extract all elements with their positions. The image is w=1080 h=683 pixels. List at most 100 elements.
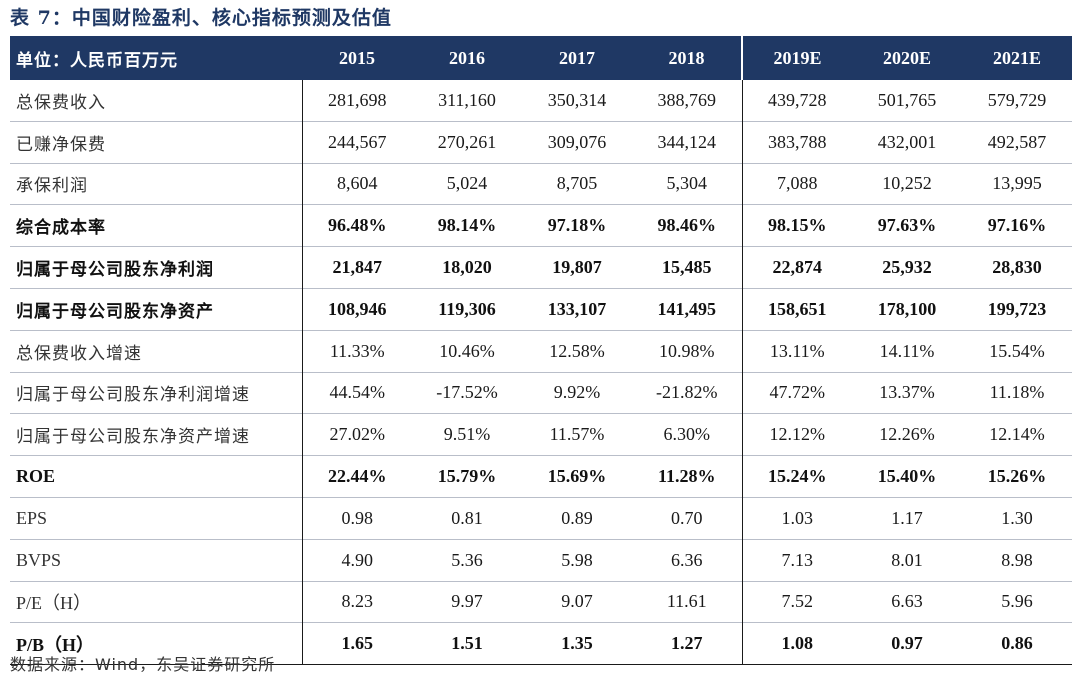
table-cell: 1.08 xyxy=(741,622,852,665)
table-cell: 350,314 xyxy=(547,89,607,110)
header-row: 单位：人民币百万元 2015 2016 2017 2018 2019E 2020… xyxy=(10,36,1072,80)
table-cell: 1.03 xyxy=(741,497,852,540)
table-cell: 11.61 xyxy=(666,591,707,612)
table-cell: 6.36 xyxy=(671,549,703,570)
table-cell: 12.26% xyxy=(879,424,935,445)
table-cell: 11.18% xyxy=(989,382,1045,403)
table-cell: 5.96 xyxy=(1001,591,1033,612)
table-cell: 9.97 xyxy=(451,591,483,612)
table-cell: 119,306 xyxy=(438,298,496,319)
table-cell: 178,100 xyxy=(877,298,937,319)
table-cell: 14.11% xyxy=(879,340,935,361)
table-cell: 5,024 xyxy=(446,173,488,194)
table-cell: 15.54% xyxy=(989,340,1045,361)
table-cell: 108,946 xyxy=(301,288,412,331)
row-label: ROE xyxy=(16,466,56,487)
row-label: 承保利润 xyxy=(16,176,88,197)
table-cell: 98.15% xyxy=(741,204,852,247)
year-header: 2019E xyxy=(741,36,852,80)
table-cell: 9.51% xyxy=(443,424,491,445)
table-cell: 15.26% xyxy=(987,466,1047,487)
row-label: 总保费收入 xyxy=(16,92,106,113)
table-cell: 28,830 xyxy=(992,257,1042,278)
table-cell: 141,495 xyxy=(657,298,717,319)
year-header: 2015 xyxy=(302,36,412,80)
table-cell: 1.51 xyxy=(451,633,483,654)
table-cell: 344,124 xyxy=(657,131,717,152)
table-row: 承保利润 8,604 5,024 8,705 5,304 7,088 10,252 13,99… xyxy=(10,163,1072,205)
table-cell: 5.98 xyxy=(561,549,593,570)
table-cell: 1.35 xyxy=(561,633,593,654)
table-cell: 15.24% xyxy=(741,455,852,498)
table-cell: 0.86 xyxy=(1001,633,1033,654)
table-cell: 388,769 xyxy=(657,89,717,110)
table-row: 归属于母公司股东净利润增速 44.54% -17.52% 9.92% -21.82% 47… xyxy=(10,372,1072,414)
table-row: 已赚净保费 244,567 270,261 309,076 344,124 383,788… xyxy=(10,121,1072,164)
table-cell: 8,705 xyxy=(556,173,598,194)
table-cell: 44.54% xyxy=(301,372,412,414)
table-cell: 12.12% xyxy=(741,413,852,456)
table-row: 归属于母公司股东净资产增速 27.02% 9.51% 11.57% 6.30% 12.12… xyxy=(10,413,1072,456)
row-label: 已赚净保费 xyxy=(16,134,106,155)
table-cell: 21,847 xyxy=(301,246,412,289)
table-cell: 11.33% xyxy=(301,330,412,373)
table-cell: -17.52% xyxy=(436,382,498,403)
year-header: 2017 xyxy=(522,36,632,80)
table-cell: 10.46% xyxy=(439,340,495,361)
table-cell: 98.14% xyxy=(437,215,497,236)
table-cell: 1.27 xyxy=(671,633,703,654)
row-label: BVPS xyxy=(16,549,62,570)
table-cell: 25,932 xyxy=(882,257,932,278)
table-cell: 158,651 xyxy=(741,288,852,331)
table-cell: 432,001 xyxy=(877,131,937,152)
table-row: 总保费收入增速 11.33% 10.46% 12.58% 10.98% 13.11% 14.… xyxy=(10,330,1072,373)
table-cell: 96.48% xyxy=(301,204,412,247)
table-caption: 表 7：中国财险盈利、核心指标预测及估值 xyxy=(10,7,392,29)
table-row: P/B（H） 1.65 1.51 1.35 1.27 1.08 0.97 0.86 xyxy=(10,622,1072,665)
table-cell: 309,076 xyxy=(547,131,607,152)
table-cell: 1.17 xyxy=(891,507,923,528)
table-cell: -21.82% xyxy=(656,382,718,403)
table-cell: 18,020 xyxy=(442,257,492,278)
table-cell: 1.30 xyxy=(1001,507,1033,528)
table-cell: 22.44% xyxy=(301,455,412,498)
table-cell: 6.30% xyxy=(663,424,711,445)
table-cell: 7.13 xyxy=(741,539,852,582)
row-label: 综合成本率 xyxy=(16,218,106,239)
table-cell: 5,304 xyxy=(666,173,708,194)
table-cell: 311,160 xyxy=(438,89,496,110)
table-cell: 439,728 xyxy=(741,80,852,122)
table-cell: 19,807 xyxy=(552,257,602,278)
table-cell: 579,729 xyxy=(987,89,1047,110)
table-cell: 13,995 xyxy=(992,173,1042,194)
table-cell: 492,587 xyxy=(987,131,1047,152)
unit-label: 单位：人民币百万元 xyxy=(10,36,302,80)
table-row: P/E（H） 8.23 9.97 9.07 11.61 7.52 6.63 5.96 xyxy=(10,581,1072,623)
table-cell: 4.90 xyxy=(301,539,412,582)
table-cell: 11.28% xyxy=(657,466,716,487)
table-cell: 11.57% xyxy=(549,424,605,445)
table-cell: 13.37% xyxy=(879,382,935,403)
table-cell: 10.98% xyxy=(659,340,715,361)
table-cell: 15,485 xyxy=(662,257,712,278)
table-cell: 7.52 xyxy=(741,581,852,623)
table-cell: 98.46% xyxy=(657,215,717,236)
data-source-note: 数据来源：Wind，东吴证券研究所 xyxy=(10,655,276,674)
row-label: 归属于母公司股东净资产增速 xyxy=(16,427,250,448)
table-cell: 97.18% xyxy=(547,215,607,236)
table-cell: 383,788 xyxy=(741,121,852,164)
row-label: 归属于母公司股东净资产 xyxy=(16,301,214,322)
table-cell: 97.63% xyxy=(877,215,937,236)
table-cell: 281,698 xyxy=(301,80,412,122)
table-row: 总保费收入 281,698 311,160 350,314 388,769 439,728… xyxy=(10,80,1072,122)
row-label: 归属于母公司股东净利润增速 xyxy=(16,385,250,406)
table-cell: 1.65 xyxy=(301,622,412,665)
row-label: P/B（H） xyxy=(16,634,95,655)
table-cell: 8.23 xyxy=(301,581,412,623)
table-cell: 8.01 xyxy=(891,549,923,570)
table-cell: 133,107 xyxy=(547,298,607,319)
year-header: 2016 xyxy=(412,36,522,80)
table-cell: 9.92% xyxy=(553,382,601,403)
table-cell: 9.07 xyxy=(561,591,593,612)
table-row: 归属于母公司股东净利润 21,847 18,020 19,807 15,485 22,87… xyxy=(10,246,1072,289)
